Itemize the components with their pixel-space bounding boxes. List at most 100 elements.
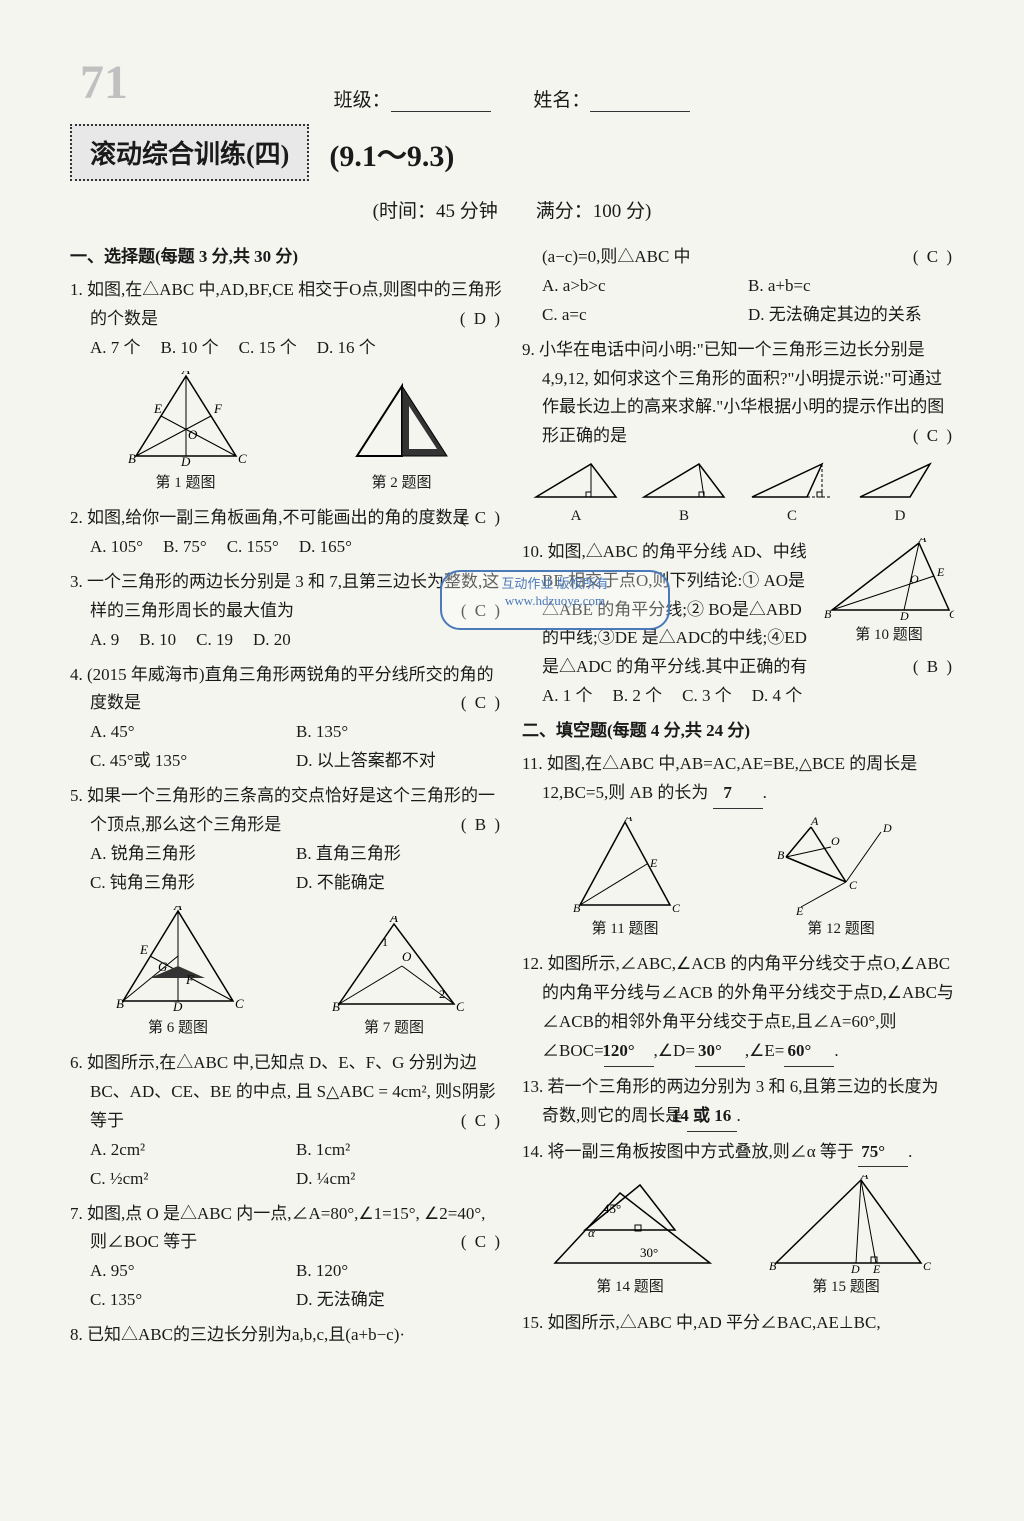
svg-text:E: E xyxy=(872,1262,881,1275)
svg-text:C: C xyxy=(949,607,954,621)
question-12: 12. 如图所示,∠ABC,∠ACB 的内角平分线交于点O,∠ABC 的内角平分… xyxy=(522,950,954,1067)
q6-opt-c: C. ½cm² xyxy=(90,1165,296,1194)
subtitle: (时间：45 分钟 满分：100 分) xyxy=(70,196,954,223)
q7-opt-a: A. 95° xyxy=(90,1257,296,1286)
question-8-cont: (a−c)=0,则△ABC 中( C ) A. a>b>cB. a+b=c C.… xyxy=(522,243,954,330)
svg-text:B: B xyxy=(824,607,832,621)
q1-caption: 第 1 题图 xyxy=(116,471,256,497)
svg-text:O: O xyxy=(831,834,840,848)
q11-caption: 第 11 题图 xyxy=(565,917,685,943)
q14-text: 14. 将一副三角板按图中方式叠放,则∠α 等于 xyxy=(522,1142,854,1161)
q2-opt-a: A. 105° xyxy=(90,533,143,562)
q13-blank: 14 或 16 xyxy=(687,1102,737,1132)
svg-text:D: D xyxy=(172,999,183,1014)
q2-caption: 第 2 题图 xyxy=(347,471,457,497)
question-9: 9. 小华在电话中问小明:"已知一个三角形三边长分别是 4,9,12, 如何求这… xyxy=(522,336,954,530)
svg-text:C: C xyxy=(235,996,244,1011)
q3-opt-c: C. 19 xyxy=(196,626,233,655)
q7-figure: A B C O 1 2 xyxy=(324,916,464,1016)
q7-opt-c: C. 135° xyxy=(90,1286,296,1315)
q7-text: 7. 如图,点 O 是△ABC 内一点,∠A=80°,∠1=15°, ∠2=40… xyxy=(70,1204,485,1252)
q9-answer: ( C ) xyxy=(933,422,954,451)
q15-figure: A B C D E xyxy=(761,1175,931,1275)
svg-text:45°: 45° xyxy=(603,1201,621,1216)
q6-opt-b: B. 1cm² xyxy=(296,1136,502,1165)
q4-opt-a: A. 45° xyxy=(90,718,296,747)
q10-answer: ( B ) xyxy=(933,653,954,682)
q5-opt-d: D. 不能确定 xyxy=(296,869,502,898)
q6-answer: ( C ) xyxy=(481,1107,502,1136)
title-range: (9.1～9.3) xyxy=(329,131,454,175)
question-8: 8. 已知△ABC的三边长分别为a,b,c,且(a+b−c)· xyxy=(70,1321,502,1350)
svg-text:2: 2 xyxy=(439,987,445,1001)
question-11: 11. 如图,在△ABC 中,AB=AC,AE=BE,△BCE 的周长是 12,… xyxy=(522,750,954,942)
watermark-line1: 互动作业 版权所有 xyxy=(446,576,664,593)
q14-period: . xyxy=(908,1142,912,1161)
svg-text:B: B xyxy=(769,1259,777,1273)
q5-answer: ( B ) xyxy=(481,811,502,840)
q12-caption: 第 12 题图 xyxy=(771,917,911,943)
svg-text:A: A xyxy=(860,1175,869,1182)
section1-title: 一、选择题(每题 3 分,共 30 分) xyxy=(70,243,502,272)
q10-opt-a: A. 1 个 xyxy=(542,682,593,711)
q3-text: 3. 一个三角形的两边长分别是 3 和 7,且第三边长为整数,这样的三角形周长的… xyxy=(70,572,499,620)
q5-opt-a: A. 锐角三角形 xyxy=(90,840,296,869)
class-label: 班级： xyxy=(334,90,391,111)
svg-text:O: O xyxy=(188,427,198,442)
q12-text3: ,∠E= xyxy=(745,1041,784,1060)
q2-figure xyxy=(347,371,457,471)
q1-opt-c: C. 15 个 xyxy=(239,334,297,363)
q9-fig-d xyxy=(855,459,945,504)
q12-text2: ,∠D= xyxy=(654,1041,695,1060)
right-column: (a−c)=0,则△ABC 中( C ) A. a>b>cB. a+b=c C.… xyxy=(522,243,954,1356)
q1-opt-b: B. 10 个 xyxy=(161,334,219,363)
q6-text: 6. 如图所示,在△ABC 中,已知点 D、E、F、G 分别为边 BC、AD、C… xyxy=(70,1053,496,1130)
q4-opt-d: D. 以上答案都不对 xyxy=(296,747,502,776)
q9-fig-a xyxy=(531,459,621,504)
q10-opt-b: B. 2 个 xyxy=(613,682,663,711)
q12-figure: A B C O D E xyxy=(771,817,911,917)
q3-opt-d: D. 20 xyxy=(253,626,291,655)
q4-opt-c: C. 45°或 135° xyxy=(90,747,296,776)
question-4: 4. (2015 年威海市)直角三角形两锐角的平分线所交的角的度数是( C ) … xyxy=(70,661,502,777)
q9-fig-c xyxy=(747,459,837,504)
svg-text:C: C xyxy=(238,451,247,466)
question-2: 2. 如图,给你一副三角板画角,不可能画出的角的度数是( C ) A. 105°… xyxy=(70,504,502,562)
question-6: 6. 如图所示,在△ABC 中,已知点 D、E、F、G 分别为边 BC、AD、C… xyxy=(70,1049,502,1193)
svg-text:F: F xyxy=(213,401,223,416)
svg-text:E: E xyxy=(139,942,148,957)
svg-text:B: B xyxy=(573,901,581,915)
q14-caption: 第 14 题图 xyxy=(545,1275,715,1301)
q10-opt-d: D. 4 个 xyxy=(752,682,803,711)
svg-text:A: A xyxy=(918,538,927,545)
svg-text:E: E xyxy=(153,401,162,416)
q12-blank3: 60° xyxy=(784,1037,834,1067)
svg-text:D: D xyxy=(180,454,191,469)
svg-text:D: D xyxy=(850,1262,860,1275)
svg-text:G: G xyxy=(158,959,168,974)
header-fields: 班级： 姓名： xyxy=(70,85,954,112)
q2-opt-b: B. 75° xyxy=(163,533,207,562)
q12-period: . xyxy=(834,1041,838,1060)
svg-text:C: C xyxy=(923,1259,931,1273)
svg-text:E: E xyxy=(649,856,658,870)
q3-opt-b: B. 10 xyxy=(139,626,176,655)
q14-figure: 45° α 30° xyxy=(545,1175,715,1275)
svg-text:O: O xyxy=(402,949,412,964)
q4-opt-b: B. 135° xyxy=(296,718,502,747)
svg-text:D: D xyxy=(899,609,909,623)
svg-text:E: E xyxy=(936,565,945,579)
q8cont-text: (a−c)=0,则△ABC 中 xyxy=(542,247,691,266)
title-box: 滚动综合训练(四) xyxy=(70,124,309,181)
svg-text:B: B xyxy=(332,999,340,1014)
svg-text:C: C xyxy=(456,999,464,1014)
question-13: 13. 若一个三角形的两边分别为 3 和 6,且第三边的长度为奇数,则它的周长是… xyxy=(522,1073,954,1132)
svg-text:C: C xyxy=(672,901,681,915)
question-1: 1. 如图,在△ABC 中,AD,BF,CE 相交于O点,则图中的三角形的个数是… xyxy=(70,276,502,496)
q10-figure: A B C D E O xyxy=(824,538,954,623)
q9-label-b: B xyxy=(639,504,729,530)
svg-text:1: 1 xyxy=(382,935,388,949)
svg-text:α: α xyxy=(588,1225,596,1240)
q1-opt-d: D. 16 个 xyxy=(317,334,376,363)
q6-figure: A B C D E G F xyxy=(108,906,248,1016)
